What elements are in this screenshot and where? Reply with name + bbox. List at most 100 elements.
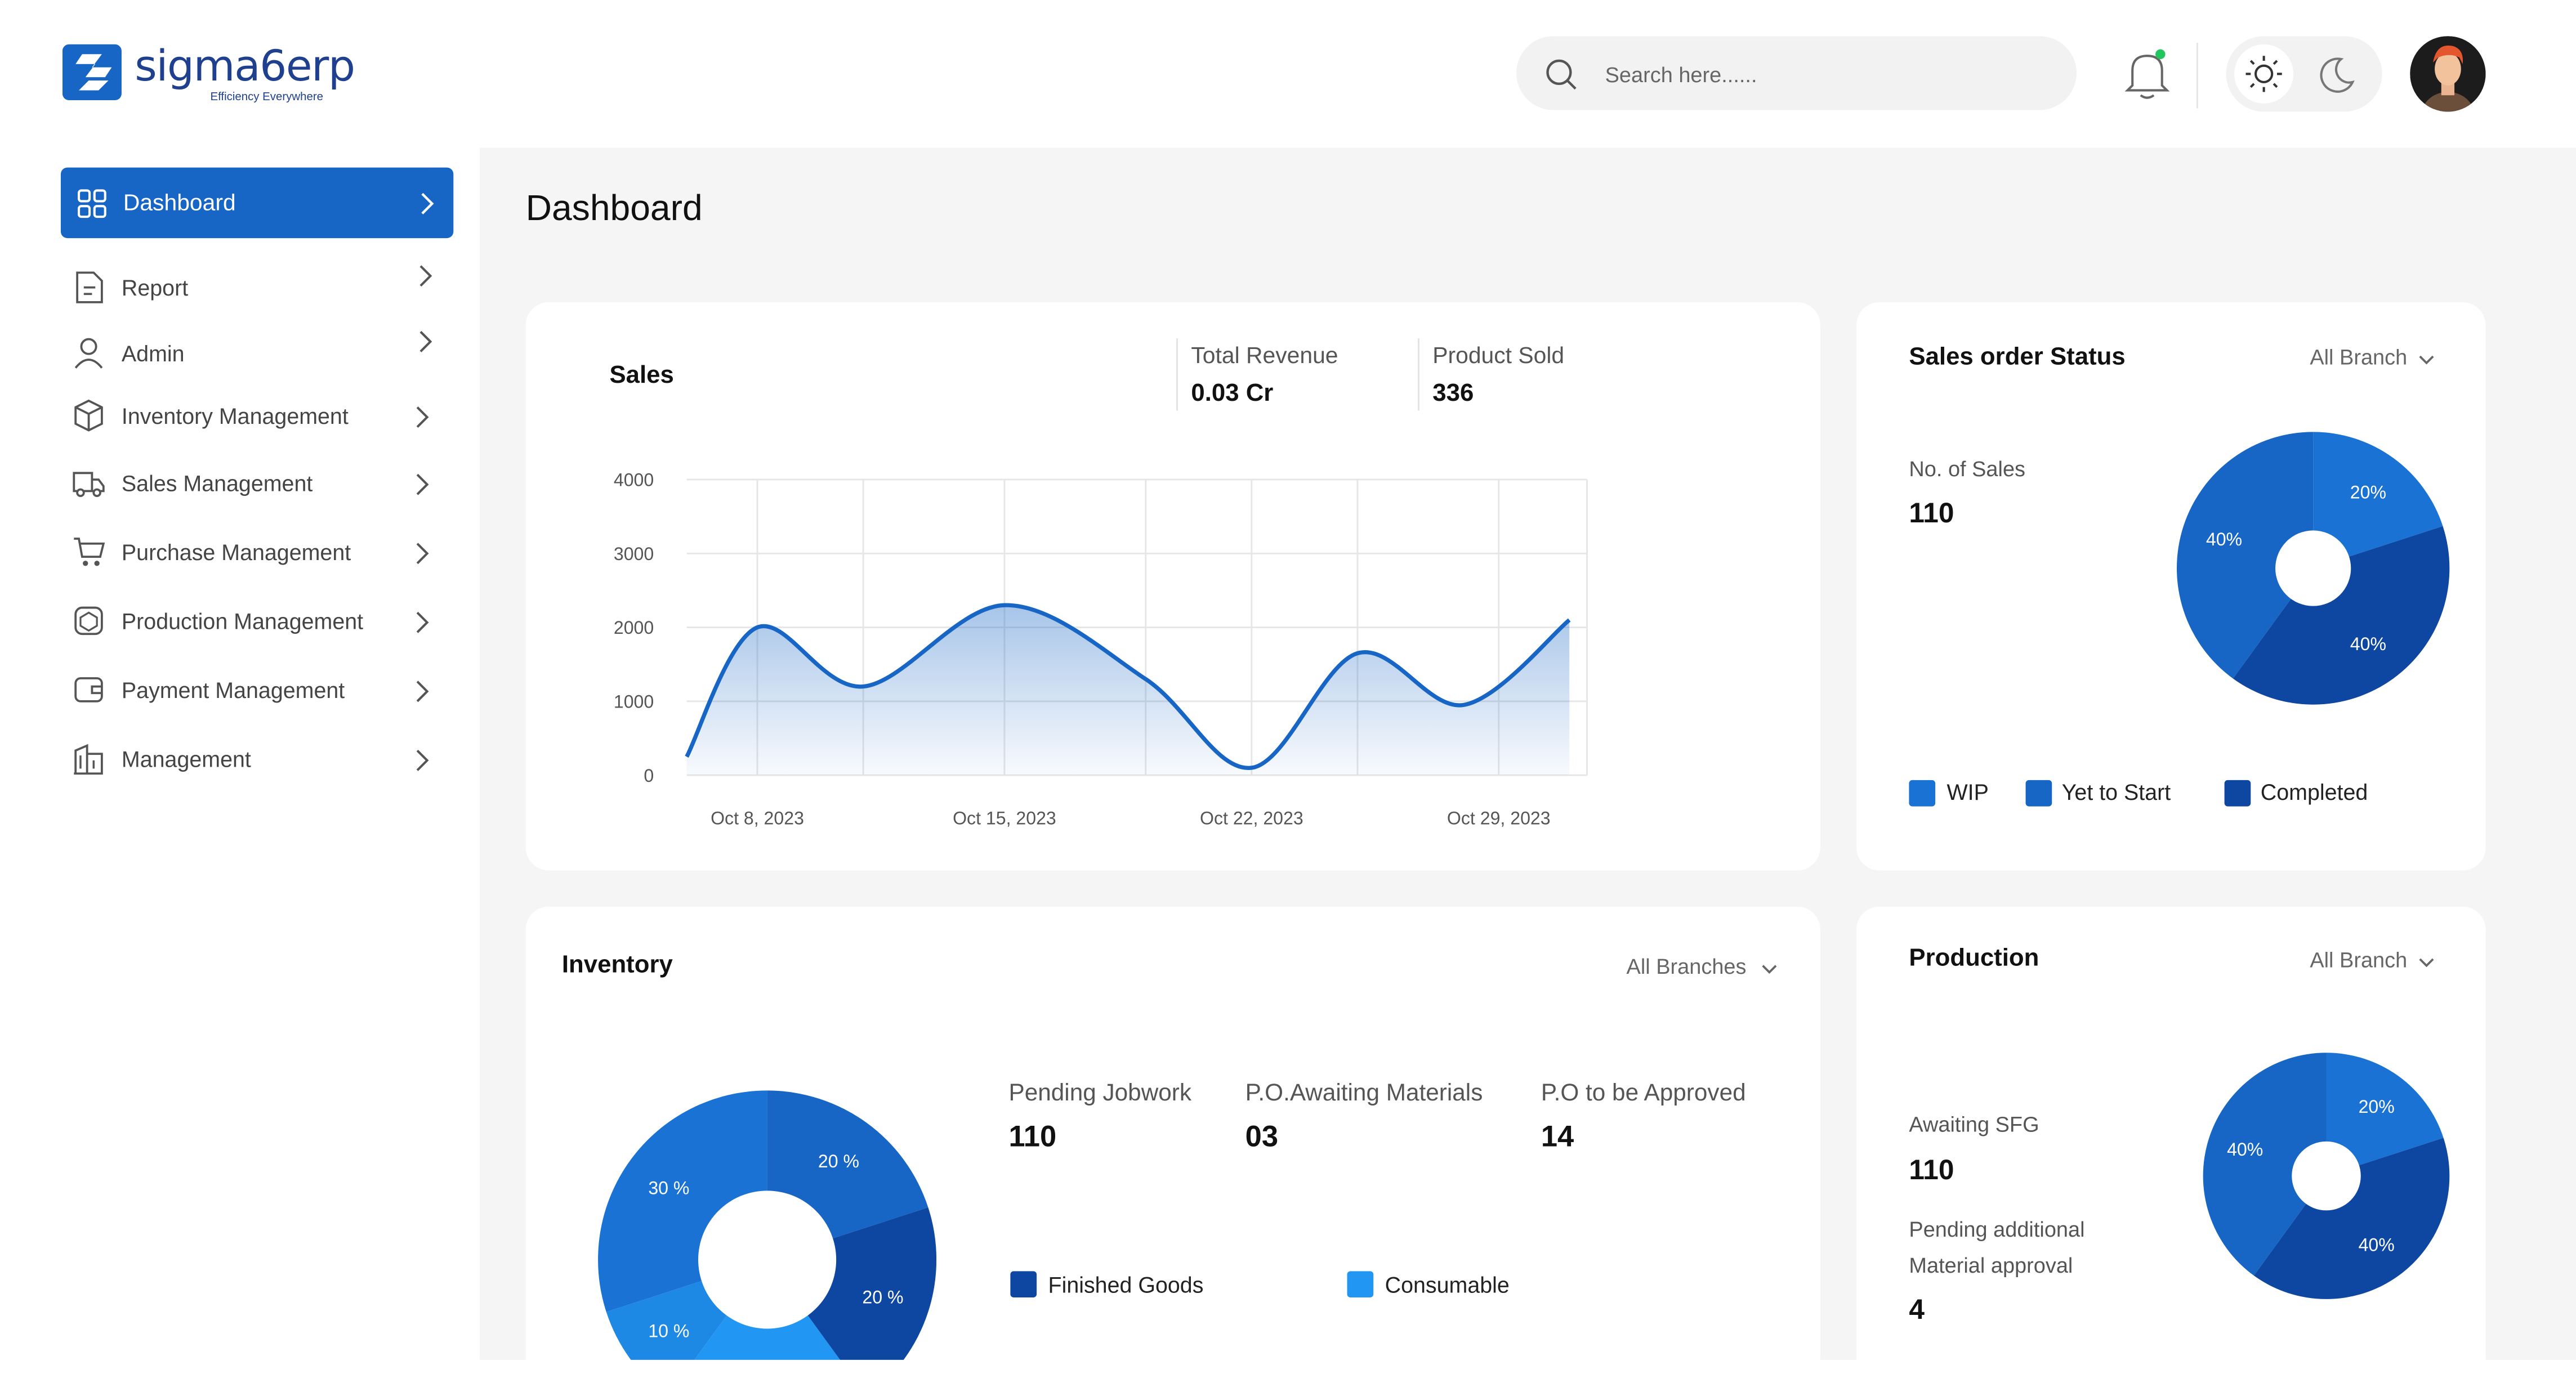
building-icon [74, 744, 103, 775]
inventory-pie-slice-label: 20 % [818, 1151, 859, 1171]
sidebar-item-label: Inventory Management [121, 404, 349, 429]
chevron-down-icon [2419, 957, 2434, 967]
sidebar-item-payment-management[interactable]: Payment Management [72, 672, 450, 711]
po-to-be-approved-label: P.O to be Approved [1541, 1080, 1746, 1107]
wallet-icon [74, 677, 103, 702]
no-of-sales-value: 110 [1909, 498, 1954, 529]
legend-swatch-wip [1909, 780, 1936, 807]
sidebar-item-label: Purchase Management [121, 540, 351, 565]
sidebar-item-label: Production Management [121, 609, 364, 634]
y-tick-label: 4000 [614, 470, 654, 490]
x-tick-label: Oct 29, 2023 [1447, 808, 1551, 829]
sales-chart: 0 1000 2000 3000 4000 Oct 8, 2023 Oct 15, 2023… [614, 470, 1588, 829]
sidebar-item-label: Sales Management [121, 471, 313, 496]
sidebar-item-sales-management[interactable]: Sales Management [72, 465, 450, 504]
sidebar-item-label: Payment Management [121, 678, 345, 703]
avatar[interactable] [2410, 36, 2486, 112]
total-revenue-value: 0.03 Cr [1191, 379, 1274, 408]
inventory-pie-slice-label: 20 % [862, 1287, 903, 1307]
product-sold-value: 336 [1432, 379, 1474, 408]
production-pie-slice [2253, 1138, 2450, 1299]
awaiting-sfg-value: 110 [1909, 1154, 1954, 1186]
sidebar-item-inventory-management[interactable]: Inventory Management [72, 397, 450, 437]
y-tick-label: 1000 [614, 692, 654, 712]
sales-area-fill [686, 605, 1570, 776]
product-sold-label: Product Sold [1432, 341, 1565, 368]
pending-material-label-line1: Pending additional [1909, 1217, 2085, 1242]
sales-series-line [685, 603, 1571, 770]
legend-swatch-completed [2224, 780, 2251, 807]
sidebar-item-production-management[interactable]: Production Management [72, 603, 450, 642]
box-icon [74, 399, 103, 432]
total-revenue-label: Total Revenue [1191, 341, 1338, 368]
sales-order-pie-hole [2275, 530, 2351, 606]
production-pie-slice-label: 40% [2227, 1139, 2263, 1160]
production-branch-dropdown-label: All Branch [2310, 947, 2408, 973]
grid-icon [78, 189, 106, 218]
chevron-right-icon [419, 330, 432, 352]
sidebar-item-admin[interactable]: Admin [72, 330, 450, 374]
light-mode-button[interactable] [2234, 44, 2294, 104]
chevron-right-icon [421, 193, 434, 214]
stat-divider [1418, 338, 1419, 411]
cube-icon [74, 606, 103, 635]
inventory-pie-chart: 20 %20 %20 %10 %30 % [598, 1090, 937, 1360]
page-title: Dashboard [525, 187, 703, 229]
legend-swatch-yet-to-start [2025, 780, 2052, 807]
branches-dropdown[interactable]: All Branches [1627, 954, 1777, 979]
search-icon [1546, 59, 1577, 90]
production-pie-hole [2292, 1141, 2361, 1211]
x-tick-label: Oct 22, 2023 [1200, 808, 1303, 829]
x-tick-label: Oct 8, 2023 [711, 808, 804, 829]
inventory-pie-hole [698, 1190, 837, 1329]
bell-icon[interactable] [2123, 46, 2172, 102]
no-of-sales-label: No. of Sales [1909, 456, 2026, 481]
branch-dropdown-label: All Branch [2310, 344, 2408, 370]
user-avatar-icon [2410, 36, 2486, 112]
inventory-pie-slice-label: 10 % [648, 1321, 689, 1341]
sales-order-pie-slice [2233, 526, 2450, 705]
y-tick-label: 2000 [614, 617, 654, 638]
sidebar-item-label: Admin [121, 341, 185, 366]
chevron-down-icon [1761, 964, 1776, 973]
po-awaiting-materials-value: 03 [1245, 1120, 1279, 1153]
theme-toggle[interactable] [2226, 36, 2382, 112]
y-tick-label: 0 [644, 766, 654, 786]
inventory-pie-slice [767, 1207, 937, 1360]
chevron-right-icon [416, 406, 429, 428]
stat-divider [1176, 338, 1178, 411]
sales-title: Sales [609, 361, 674, 390]
sidebar-item-purchase-management[interactable]: Purchase Management [72, 534, 450, 573]
pending-jobwork-value: 110 [1008, 1120, 1057, 1153]
legend-label-finished-goods: Finished Goods [1048, 1273, 1204, 1298]
moon-icon[interactable] [2311, 50, 2361, 99]
sidebar-item-report[interactable]: Report [72, 265, 450, 309]
user-icon [74, 338, 103, 369]
sales-order-pie-slice-label: 20% [2350, 482, 2386, 503]
search-input[interactable] [1601, 54, 2052, 94]
chevron-right-icon [419, 265, 432, 287]
pending-jobwork-label: Pending Jobwork [1008, 1080, 1192, 1107]
sidebar-item-label: Report [121, 276, 189, 301]
sidebar-item-management[interactable]: Management [72, 741, 450, 780]
pending-material-value: 4 [1909, 1294, 1925, 1326]
legend-label-wip: WIP [1946, 780, 1989, 805]
brand-name: sigma6erp [135, 42, 355, 92]
chevron-right-icon [416, 473, 429, 495]
search-box[interactable] [1516, 36, 2077, 110]
sales-order-pie-slice-label: 40% [2206, 529, 2242, 549]
sales-order-pie-slice [2313, 432, 2443, 569]
sun-icon [2245, 56, 2282, 92]
production-branch-dropdown[interactable]: All Branch [2310, 947, 2434, 973]
branch-dropdown[interactable]: All Branch [2310, 344, 2434, 370]
truck-icon [73, 472, 105, 498]
production-pie-slice-label: 40% [2359, 1235, 2395, 1255]
po-to-be-approved-value: 14 [1541, 1120, 1574, 1153]
sales-order-pie-slice-label: 40% [2350, 634, 2386, 654]
sales-order-pie-slice [2176, 432, 2314, 679]
logo-icon [62, 44, 122, 100]
sidebar-item-dashboard[interactable]: Dashboard [60, 167, 454, 239]
branches-dropdown-label: All Branches [1626, 954, 1747, 979]
po-awaiting-materials-label: P.O.Awaiting Materials [1245, 1080, 1483, 1107]
